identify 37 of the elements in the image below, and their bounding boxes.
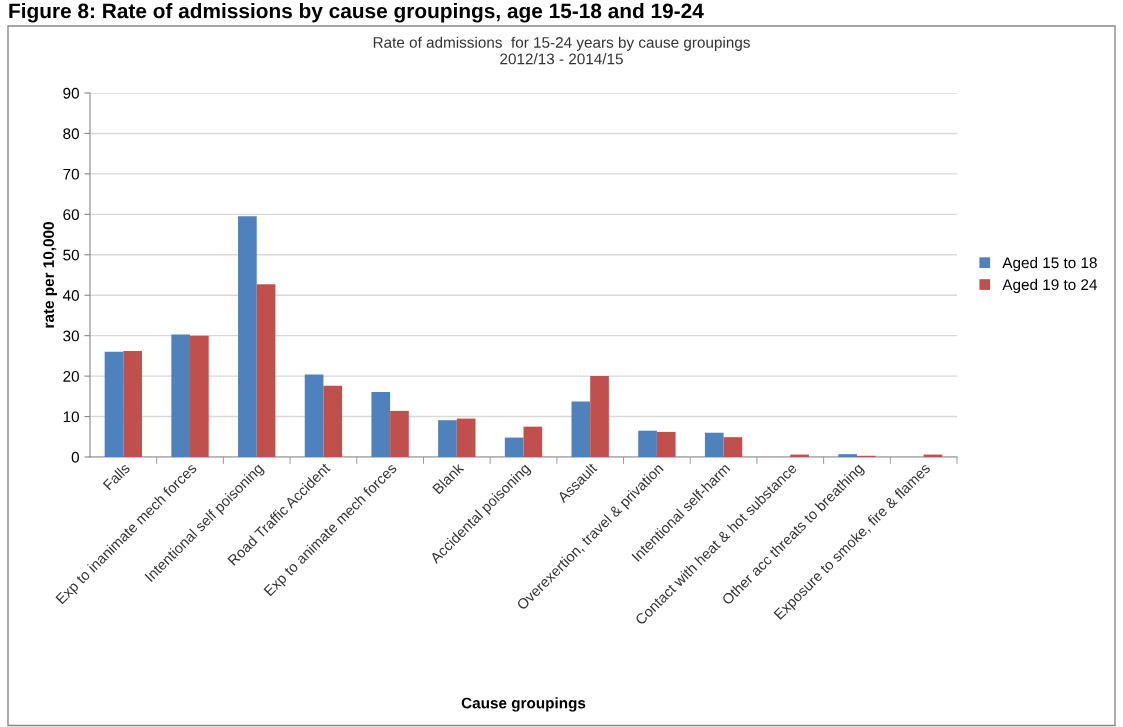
- bar: [390, 410, 409, 457]
- bar: [704, 432, 724, 457]
- chart-subtitle: Rate of admissions for 15-24 years by cause groupings 2012/13 - 2014/15: [373, 36, 750, 65]
- bar: [256, 284, 276, 457]
- y-tick-label: 60: [63, 209, 79, 221]
- legend-label: Aged 19 to 24: [1002, 278, 1098, 294]
- bar: [171, 334, 191, 457]
- y-tick-label: 90: [63, 87, 79, 99]
- y-tick-label: 70: [63, 168, 79, 180]
- bar: [838, 454, 857, 457]
- bar: [523, 426, 543, 457]
- bar: [304, 374, 324, 457]
- bar: [123, 351, 143, 457]
- bar: [190, 335, 209, 457]
- chart-title: Figure 8: Rate of admissions by cause groupings, age 15-18 and 19-24: [9, 3, 704, 23]
- y-tick-label: 0: [71, 451, 79, 463]
- legend-label: Aged 15 to 18: [1002, 256, 1097, 272]
- y-tick-label: 50: [63, 249, 79, 261]
- y-tick-label: 30: [63, 330, 79, 342]
- y-tick-label: 40: [62, 290, 79, 301]
- bar: [723, 437, 743, 457]
- bar: [456, 418, 476, 457]
- bar: [504, 437, 524, 457]
- bar: [238, 216, 257, 457]
- bar: [656, 431, 676, 457]
- bar: [438, 420, 457, 457]
- bar: [571, 401, 591, 457]
- x-axis-title: Cause groupings: [461, 697, 586, 712]
- y-axis-title: rate per 10,000: [43, 222, 58, 328]
- bar: [590, 376, 609, 457]
- y-tick-label: 10: [63, 411, 79, 423]
- bar: [638, 430, 657, 457]
- y-tick-label: 20: [63, 370, 79, 382]
- bar: [104, 351, 124, 457]
- y-tick-label: 80: [63, 128, 79, 140]
- bar: [371, 391, 391, 457]
- bar: [323, 385, 343, 457]
